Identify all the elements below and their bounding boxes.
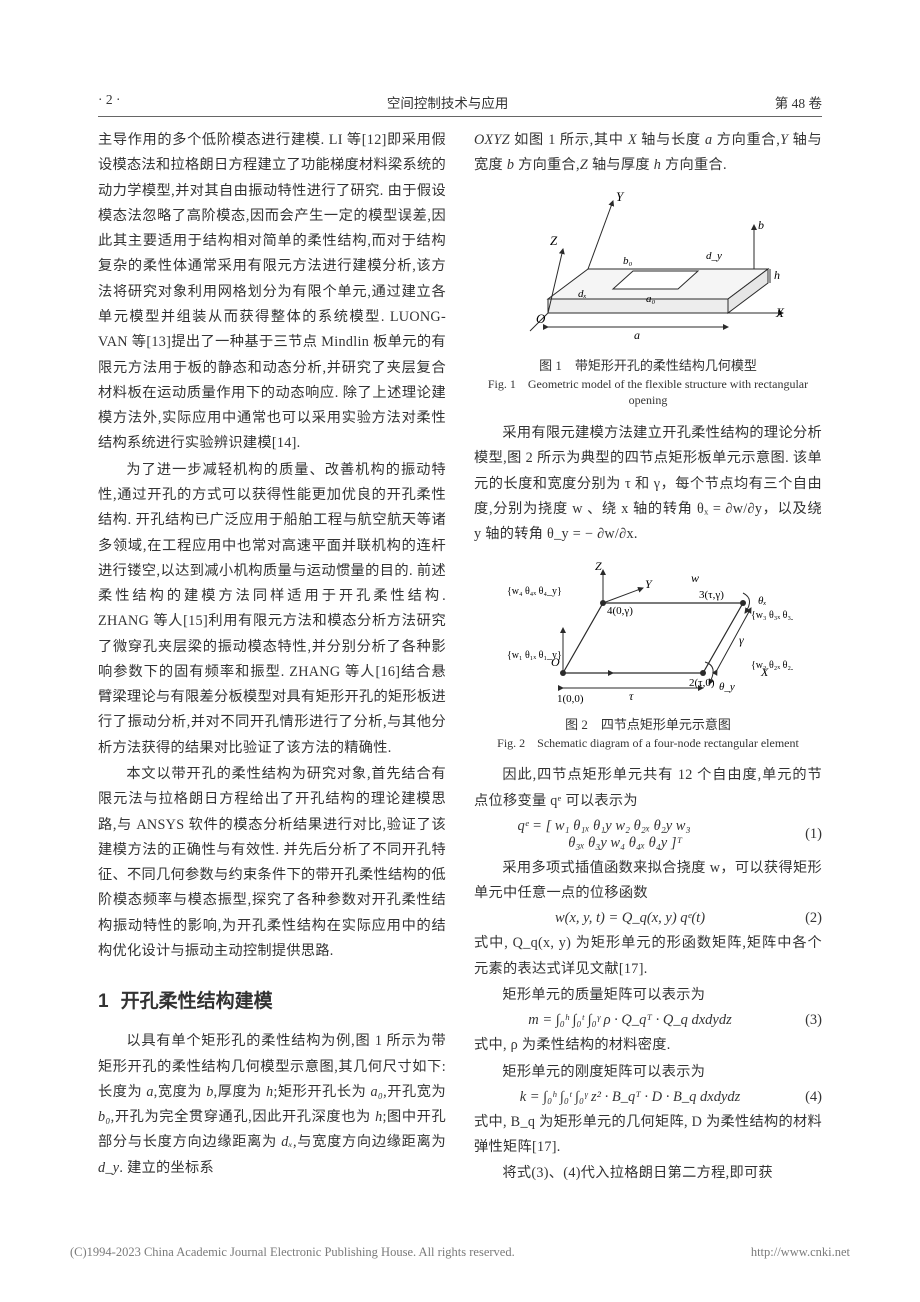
para: 矩形单元的质量矩阵可以表示为	[474, 983, 822, 1008]
para: 因此,四节点矩形单元共有 12 个自由度,单元的节点位移变量 qᵉ 可以表示为	[474, 763, 822, 814]
figure-1-svg: X Y Z O a b h a₀ b₀ dₓ d_y	[508, 189, 788, 349]
figure-1: X Y Z O a b h a₀ b₀ dₓ d_y 图 1 带矩形开孔的柔性结…	[474, 189, 822, 410]
copyright-text: (C)1994-2023 China Academic Journal Elec…	[70, 1245, 515, 1260]
para: 本文以带开孔的柔性结构为研究对象,首先结合有限元法与拉格朗日方程给出了开孔结构的…	[98, 762, 446, 964]
figure-2: Z Y X O 1(0,0) 2(τ,0) 3(τ,γ) 4(0,γ) τ γ …	[474, 558, 822, 752]
figure-1-caption-cn: 图 1 带矩形开孔的柔性结构几何模型	[474, 355, 822, 374]
para: 矩形单元的刚度矩阵可以表示为	[474, 1060, 822, 1085]
journal-title: 空间控制技术与应用	[387, 92, 509, 112]
svg-text:{w₃ θ₃ₓ θ₃_y}: {w₃ θ₃ₓ θ₃_y}	[751, 610, 793, 621]
svg-text:θₓ: θₓ	[758, 595, 767, 607]
para: 为了进一步减轻机构的质量、改善机构的振动特性,通过开孔的方式可以获得性能更加优良…	[98, 458, 446, 761]
para: 式中, Q_q(x, y) 为矩形单元的形函数矩阵,矩阵中各个元素的表达式详见文…	[474, 931, 822, 982]
para: 主导作用的多个低阶模态进行建模. LI 等[12]即采用假设模态法和拉格朗日方程…	[98, 128, 446, 457]
svg-text:a: a	[634, 328, 640, 342]
svg-text:γ: γ	[739, 633, 744, 647]
svg-text:{w₁ θ₁ₓ θ₁_y}: {w₁ θ₁ₓ θ₁_y}	[507, 650, 562, 661]
section-number: 1	[98, 991, 109, 1013]
svg-text:Z: Z	[595, 559, 602, 573]
volume: 第 48 卷	[775, 92, 822, 112]
figure-2-caption-en: Fig. 2 Schematic diagram of a four-node …	[474, 735, 822, 752]
equation-2: w(x, y, t) = Q_q(x, y) qᵉ(t) (2)	[474, 910, 822, 927]
svg-text:a₀: a₀	[646, 293, 656, 305]
svg-text:Z: Z	[550, 233, 558, 248]
equation-4: k = ∫₀ʰ ∫₀ᵗ ∫₀ᵞ z² · B_qᵀ · D · B_q dxdy…	[474, 1089, 822, 1106]
para: 式中, ρ 为柔性结构的材料密度.	[474, 1033, 822, 1058]
figure-2-caption-cn: 图 2 四节点矩形单元示意图	[474, 714, 822, 733]
svg-text:θ_y: θ_y	[719, 681, 735, 693]
section-1-title: 1开孔柔性结构建模	[98, 986, 446, 1013]
svg-text:h: h	[774, 268, 780, 282]
svg-text:2(τ,0): 2(τ,0)	[689, 677, 715, 689]
svg-text:d_y: d_y	[706, 250, 722, 262]
right-column: OXYZ 如图 1 所示,其中 X 轴与长度 a 方向重合,Y 轴与宽度 b 方…	[474, 128, 822, 1187]
equation-1: qᵉ = [ w₁ θ₁ₓ θ₁y w₂ θ₂ₓ θ₂y w₃ θ₃ₓ θ₃y …	[474, 818, 822, 852]
left-column: 主导作用的多个低阶模态进行建模. LI 等[12]即采用假设模态法和拉格朗日方程…	[98, 128, 446, 1187]
para: 以具有单个矩形孔的柔性结构为例,图 1 所示为带矩形开孔的柔性结构几何模型示意图…	[98, 1029, 446, 1181]
figure-1-caption-en: Fig. 1 Geometric model of the flexible s…	[474, 376, 822, 410]
svg-text:Y: Y	[616, 189, 625, 204]
para: OXYZ 如图 1 所示,其中 X 轴与长度 a 方向重合,Y 轴与宽度 b 方…	[474, 128, 822, 179]
svg-text:X: X	[775, 305, 785, 320]
para: 将式(3)、(4)代入拉格朗日第二方程,即可获	[474, 1161, 822, 1186]
svg-text:4(0,γ): 4(0,γ)	[607, 605, 633, 617]
para: 式中, B_q 为矩形单元的几何矩阵, D 为柔性结构的材料弹性矩阵[17].	[474, 1110, 822, 1161]
svg-text:{w₄ θ₄ₓ θ₄_y}: {w₄ θ₄ₓ θ₄_y}	[507, 586, 562, 597]
para: 采用多项式插值函数来拟合挠度 w，可以获得矩形单元中任意一点的位移函数	[474, 856, 822, 907]
svg-text:τ: τ	[629, 689, 634, 703]
page-header: · 2 · 空间控制技术与应用 第 48 卷	[98, 92, 822, 117]
para: 采用有限元建模方法建立开孔柔性结构的理论分析模型,图 2 所示为典型的四节点矩形…	[474, 421, 822, 547]
svg-text:Y: Y	[645, 577, 653, 591]
svg-text:b: b	[758, 218, 764, 232]
svg-text:w: w	[691, 571, 699, 585]
page-footer: (C)1994-2023 China Academic Journal Elec…	[70, 1245, 850, 1260]
content-area: 主导作用的多个低阶模态进行建模. LI 等[12]即采用假设模态法和拉格朗日方程…	[98, 128, 822, 1187]
figure-2-svg: Z Y X O 1(0,0) 2(τ,0) 3(τ,γ) 4(0,γ) τ γ …	[503, 558, 793, 708]
svg-text:b₀: b₀	[623, 255, 633, 267]
footer-url: http://www.cnki.net	[751, 1245, 850, 1260]
svg-text:1(0,0): 1(0,0)	[557, 693, 584, 705]
page-number: · 2 ·	[98, 92, 121, 112]
svg-text:{w₂ θ₂ₓ θ₂_y}: {w₂ θ₂ₓ θ₂_y}	[751, 660, 793, 671]
svg-text:O: O	[536, 311, 546, 326]
equation-3: m = ∫₀ʰ ∫₀ᵗ ∫₀ᵞ ρ · Q_qᵀ · Q_q dxdydz (3…	[474, 1012, 822, 1029]
svg-text:3(τ,γ): 3(τ,γ)	[699, 589, 724, 601]
svg-text:dₓ: dₓ	[578, 288, 587, 300]
